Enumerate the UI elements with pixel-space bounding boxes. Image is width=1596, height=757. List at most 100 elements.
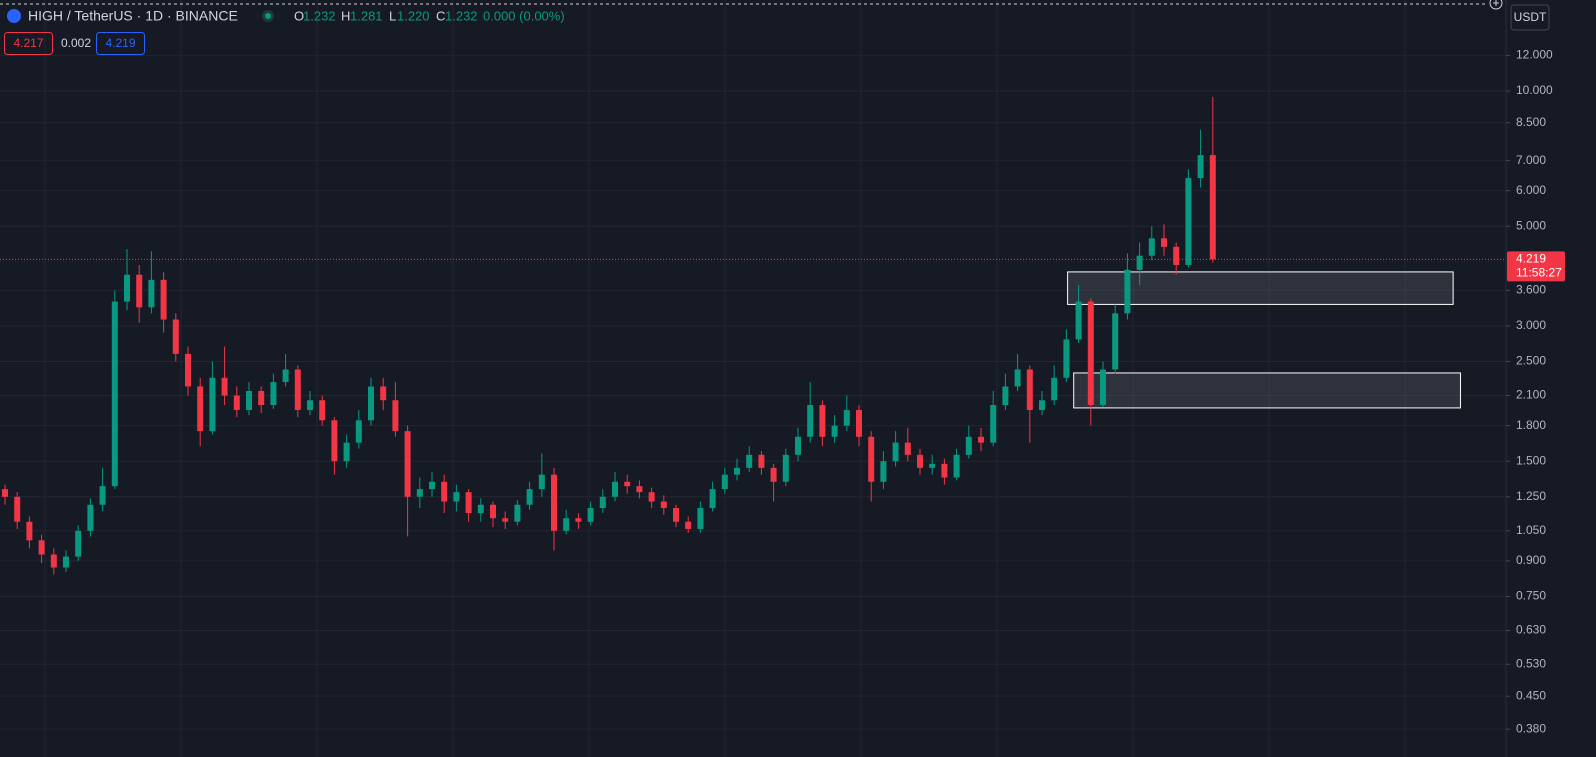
candle-body [880, 461, 887, 482]
candle-body [490, 504, 496, 519]
indicator-box[interactable] [4, 32, 53, 55]
candle-body [551, 474, 557, 531]
y-tick-label: 0.630 [1516, 623, 1546, 637]
candle-body [1087, 301, 1094, 406]
y-tick-label: 10.000 [1516, 83, 1553, 97]
candle-body [953, 454, 960, 478]
candle-body [2, 489, 8, 497]
ohlc-key: O [294, 8, 304, 23]
status-dot [265, 13, 271, 19]
candle-body [770, 467, 777, 482]
candle-body [319, 400, 326, 421]
candle-body [209, 377, 216, 432]
candle-body [819, 405, 826, 437]
ohlc-key: H [341, 8, 350, 23]
ohlc-value: 1.232 [445, 8, 478, 23]
candle-body [50, 554, 57, 568]
chart-title: HIGH / TetherUS · 1D · BINANCE [28, 8, 238, 24]
candle-body [160, 279, 167, 320]
candle-body [1197, 155, 1204, 179]
candle-body [831, 425, 838, 437]
candle-body [111, 301, 118, 487]
y-tick-label: 7.000 [1516, 153, 1546, 167]
candle-body [514, 504, 521, 522]
candle-body [636, 486, 643, 493]
candle-body [294, 369, 301, 411]
candle-body [1185, 178, 1192, 265]
candle-body [563, 518, 570, 531]
candle-body [63, 556, 69, 568]
candle-body [868, 436, 875, 482]
candle-body [343, 442, 350, 462]
candle-body [404, 431, 411, 497]
y-axis: 12.000 10.000 8.500 7.000 6.000 5.000 3.600 3.0… [1506, 48, 1553, 735]
candle-body [233, 395, 240, 411]
candle-body [587, 508, 594, 522]
candle-body [1136, 255, 1143, 270]
candle-body [526, 489, 533, 505]
zones [1067, 271, 1461, 409]
zone [1073, 372, 1461, 409]
candle-body [1026, 369, 1033, 411]
y-tick-label: 1.250 [1516, 489, 1546, 503]
candle-body [734, 467, 740, 475]
y-tick-label: 0.750 [1516, 589, 1546, 603]
ohlc-value: 1.281 [350, 8, 383, 23]
candle-body [538, 474, 545, 490]
y-tick-label: 3.600 [1516, 283, 1546, 297]
candle-body [1051, 377, 1058, 401]
candle-body [331, 420, 338, 462]
candle-body [1209, 155, 1216, 260]
candle-body [270, 382, 277, 406]
candle-body [1002, 386, 1009, 406]
candle-body [75, 530, 82, 557]
y-tick-label: 0.530 [1516, 656, 1546, 670]
candle-body [1148, 238, 1155, 256]
candle-body [441, 481, 448, 502]
candle-body [453, 492, 460, 502]
y-tick-label: 5.000 [1516, 218, 1546, 232]
indicator-box[interactable] [96, 32, 145, 55]
candle-body [990, 405, 997, 443]
y-tick-label: 1.050 [1516, 523, 1546, 537]
ohlc-key: L [389, 8, 396, 23]
candle-body [843, 410, 850, 426]
y-tick-label: 8.500 [1516, 115, 1546, 129]
ohlc-header: O1.232 H 1.281 L 1.220 C 1.232 [294, 8, 478, 23]
currency-button[interactable] [1510, 4, 1550, 31]
candle-body [99, 486, 106, 505]
candle-body [709, 489, 716, 509]
candle-body [38, 540, 45, 555]
candle-body [124, 274, 130, 302]
candle-body [575, 518, 582, 522]
candle-body [599, 496, 606, 509]
change: 0.000 (0.00%) [483, 8, 565, 23]
candle-body [148, 279, 155, 308]
ohlc-value: 1.232 [303, 8, 336, 23]
indicator-value: 0.002 [61, 36, 91, 50]
candle-body [697, 508, 704, 529]
last-price-box [1507, 251, 1565, 282]
candle-body [941, 463, 948, 478]
candle-body [246, 390, 252, 411]
last-price-label: 4.219 [1516, 252, 1546, 266]
candle-body [721, 474, 728, 490]
candle-body [624, 481, 631, 487]
y-tick-label: 0.380 [1516, 721, 1546, 735]
candle-body [892, 442, 899, 462]
indicator-value: 4.217 [13, 36, 43, 50]
candle-body [929, 463, 936, 468]
candle-body [185, 353, 191, 387]
candle-body [965, 436, 972, 455]
candle-body [978, 436, 984, 443]
candle-body [380, 386, 387, 401]
candle-body [465, 492, 472, 514]
candle-body [221, 377, 228, 396]
candle-body [502, 518, 509, 522]
candle-body [685, 521, 692, 529]
y-tick-label: 3.000 [1516, 318, 1546, 332]
candle-body [258, 390, 265, 406]
candle-body [1075, 301, 1082, 340]
candle-body [856, 410, 862, 437]
